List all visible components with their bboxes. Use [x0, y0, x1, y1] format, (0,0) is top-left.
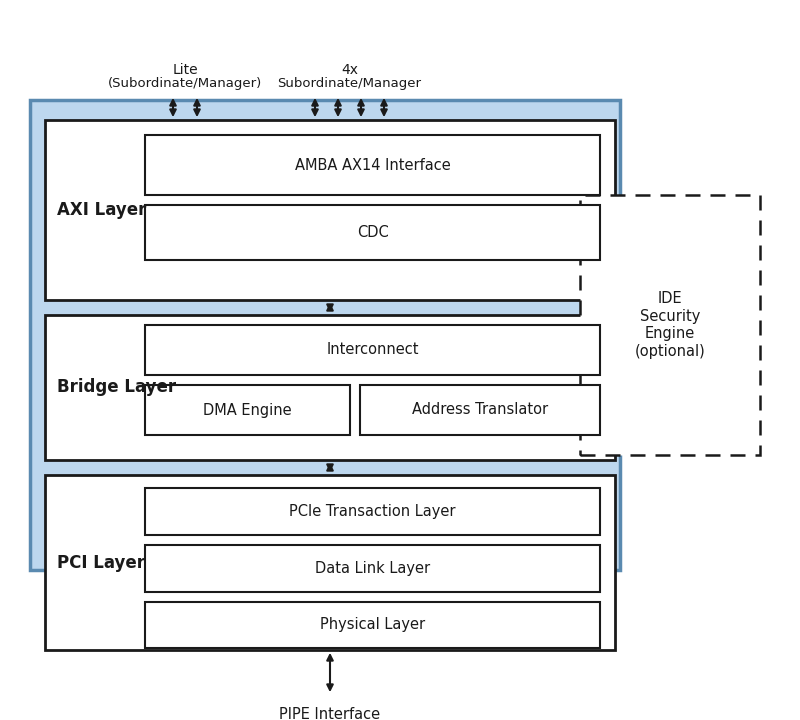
- Text: PCI Layer: PCI Layer: [57, 554, 145, 572]
- Bar: [30, 100, 620, 570]
- Text: Lite: Lite: [172, 63, 198, 77]
- Bar: [145, 385, 350, 435]
- Text: Data Link Layer: Data Link Layer: [315, 561, 430, 576]
- Bar: [580, 195, 760, 455]
- Bar: [145, 545, 600, 592]
- Bar: [45, 120, 615, 300]
- Bar: [145, 325, 600, 375]
- Bar: [145, 135, 600, 195]
- Text: PIPE Interface: PIPE Interface: [279, 707, 381, 720]
- Text: AMBA AX14 Interface: AMBA AX14 Interface: [294, 158, 450, 173]
- Text: (Subordinate/Manager): (Subordinate/Manager): [108, 77, 262, 90]
- Bar: [145, 205, 600, 260]
- Text: Subordinate/Manager: Subordinate/Manager: [278, 77, 422, 90]
- Bar: [360, 385, 600, 435]
- Bar: [145, 602, 600, 648]
- Text: Interconnect: Interconnect: [326, 343, 418, 358]
- Text: Physical Layer: Physical Layer: [320, 618, 425, 632]
- Text: IDE
Security
Engine
(optional): IDE Security Engine (optional): [634, 292, 706, 359]
- Text: Address Translator: Address Translator: [412, 402, 548, 418]
- Text: 4x: 4x: [341, 63, 358, 77]
- Text: PCIe Transaction Layer: PCIe Transaction Layer: [290, 504, 456, 519]
- Bar: [45, 315, 615, 460]
- Text: DMA Engine: DMA Engine: [203, 402, 292, 418]
- Bar: [45, 475, 615, 650]
- Text: Bridge Layer: Bridge Layer: [57, 379, 176, 397]
- Bar: [145, 488, 600, 535]
- Text: CDC: CDC: [357, 225, 388, 240]
- Text: AXI Layer: AXI Layer: [57, 201, 146, 219]
